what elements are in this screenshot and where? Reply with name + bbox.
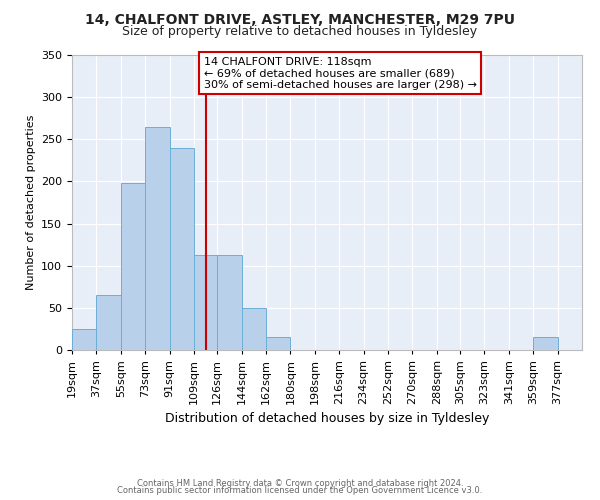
Bar (97, 295, 121, 350)
Bar (170, 148, 194, 350)
Text: 14, CHALFONT DRIVE, ASTLEY, MANCHESTER, M29 7PU: 14, CHALFONT DRIVE, ASTLEY, MANCHESTER, … (85, 12, 515, 26)
X-axis label: Distribution of detached houses by size in Tyldesley: Distribution of detached houses by size … (165, 412, 489, 426)
Bar (194, 255, 218, 350)
Text: Size of property relative to detached houses in Tyldesley: Size of property relative to detached ho… (122, 25, 478, 38)
Text: 14 CHALFONT DRIVE: 118sqm
← 69% of detached houses are smaller (689)
30% of semi: 14 CHALFONT DRIVE: 118sqm ← 69% of detac… (203, 56, 476, 90)
Bar (242, 308, 266, 350)
Bar (121, 183, 145, 350)
Text: Contains HM Land Registry data © Crown copyright and database right 2024.: Contains HM Land Registry data © Crown c… (137, 478, 463, 488)
Bar (533, 338, 557, 350)
Bar (72, 329, 97, 350)
Bar (266, 338, 290, 350)
Text: Contains public sector information licensed under the Open Government Licence v3: Contains public sector information licen… (118, 486, 482, 495)
Bar (217, 255, 242, 350)
Y-axis label: Number of detached properties: Number of detached properties (26, 115, 35, 290)
Bar (145, 126, 170, 350)
